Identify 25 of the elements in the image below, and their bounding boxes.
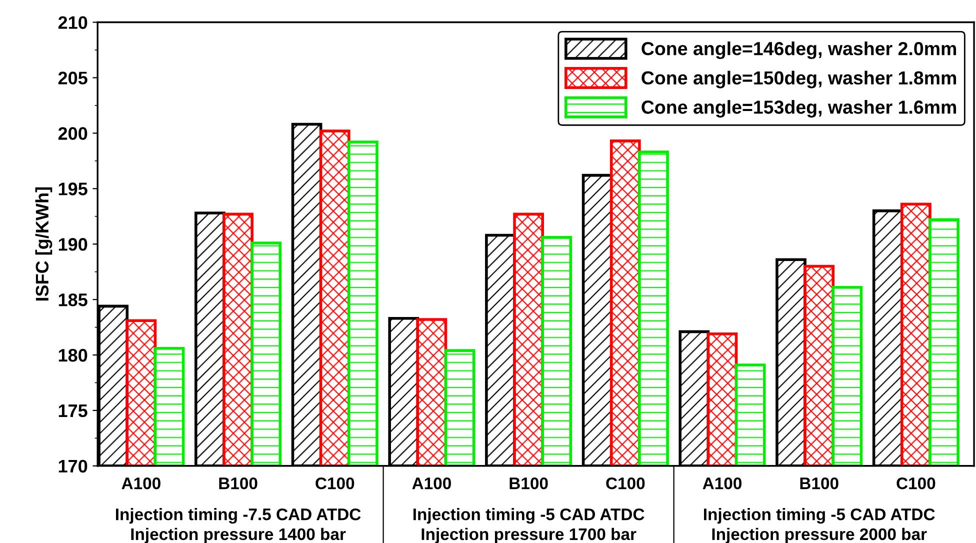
y-tick-label: 195 (58, 182, 88, 196)
x-tick-label: A100 (702, 477, 742, 490)
y-tick-label: 190 (58, 238, 88, 251)
x-tick-label: B100 (800, 477, 838, 490)
x-tick-label: A100 (122, 477, 160, 490)
x-tick-label: A100 (412, 477, 451, 490)
x-tick-label: B100 (510, 477, 548, 490)
y-tick-label: 180 (58, 348, 88, 362)
legend-label: Cone angle=146deg, washer 2.0mm (642, 41, 956, 60)
y-axis-title: ISFC [g/KWh] (35, 187, 52, 301)
y-tick-label: 185 (58, 293, 88, 306)
text: Injection timing -5 CAD ATDC Injection pressure 1700 bar (413, 508, 644, 543)
x-tick-label: B100 (219, 477, 258, 490)
y-tick-label: 170 (58, 460, 88, 473)
x-tick-label: C100 (316, 477, 354, 490)
x-tick-label: C100 (606, 477, 645, 490)
x-tick-label: C100 (896, 477, 936, 490)
legend-label: Cone angle=153deg, washer 1.6mm (642, 100, 956, 118)
y-tick-label: 205 (58, 72, 88, 84)
text: Injection timing -5 CAD ATDC Injection pressure 2000 bar (704, 508, 935, 543)
y-tick-label: 210 (58, 16, 88, 29)
y-tick-label: 175 (58, 404, 88, 418)
text: Injection timing -7.5 CAD ATDC Injection pressure 1400 bar (116, 508, 361, 543)
legend-label: Cone angle=150deg, washer 1.8mm (642, 70, 956, 88)
y-tick-label: 200 (58, 127, 88, 140)
